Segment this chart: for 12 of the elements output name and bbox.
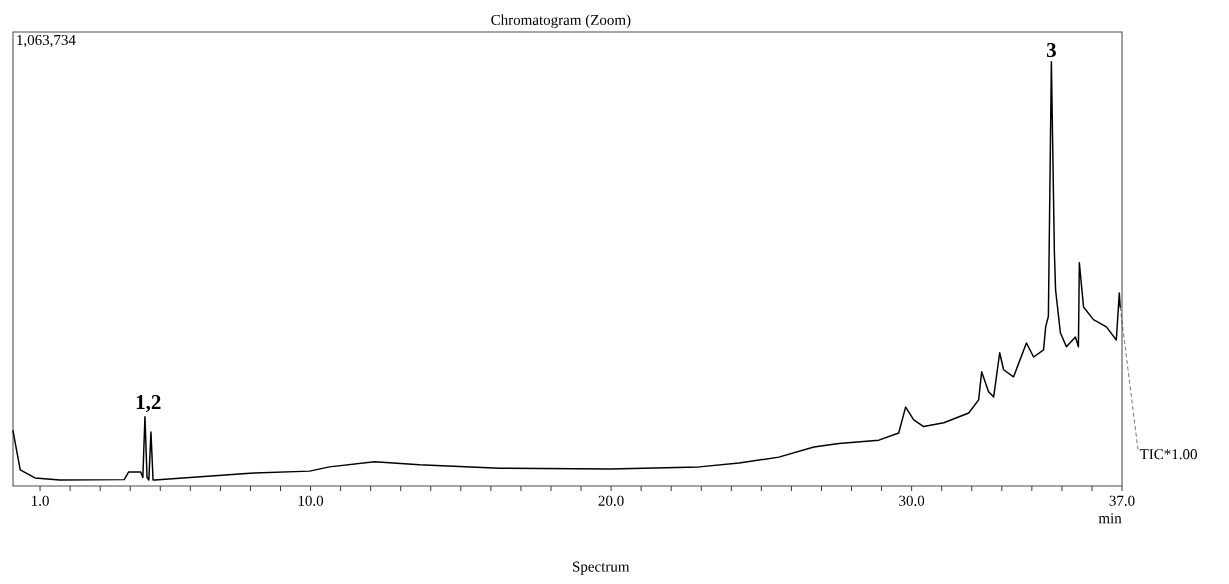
x-tick-label: 1.0 xyxy=(32,495,49,506)
annotation: 3 xyxy=(1046,42,1056,58)
x-axis-title: min xyxy=(1098,513,1122,524)
text: Spectrum xyxy=(573,561,630,575)
text: 1,063,734 xyxy=(17,34,76,48)
text: TIC*1.00 xyxy=(1139,449,1197,460)
chart-title: Chromatogram (Zoom) xyxy=(491,14,631,29)
x-tick-label: 10.0 xyxy=(298,495,324,506)
annotation: 1,2 xyxy=(136,395,161,413)
x-tick-label: 37.0 xyxy=(1109,495,1135,506)
x-tick-label: 30.0 xyxy=(899,495,925,506)
x-tick-label: 20.0 xyxy=(598,495,624,506)
